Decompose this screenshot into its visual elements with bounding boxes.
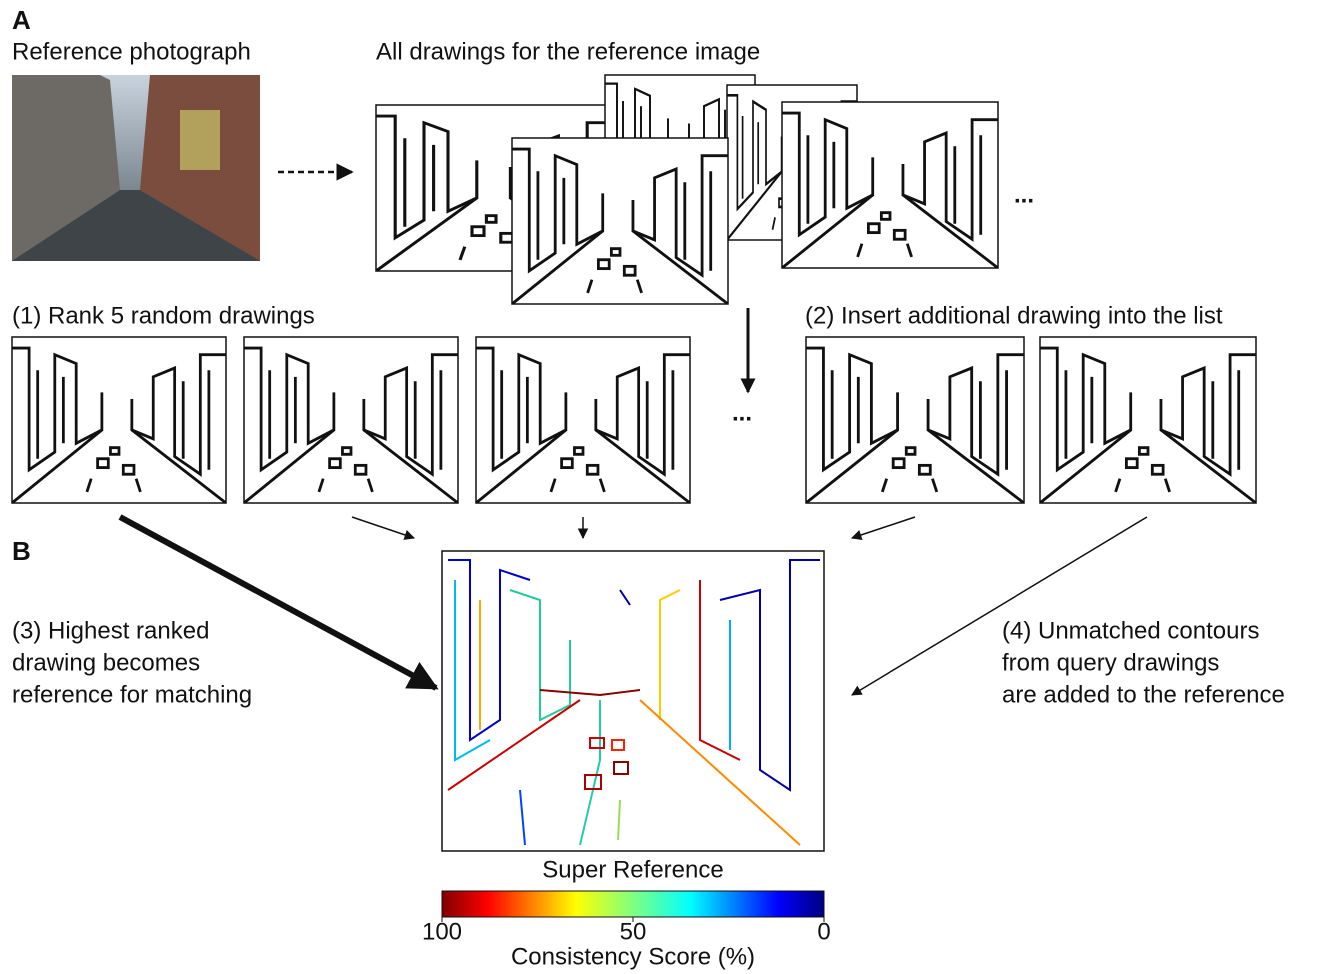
- super-reference-image: [442, 551, 824, 851]
- colorbar-tick-label: 50: [620, 918, 647, 945]
- step-label: (2) Insert additional drawing into the l…: [805, 302, 1223, 329]
- colorbar: [442, 891, 824, 917]
- colorbar-ticks: 100 50 0: [422, 917, 831, 945]
- super-reference-label: Super Reference: [542, 856, 723, 883]
- step4-line: from query drawings: [1002, 649, 1219, 676]
- panel-label: A: [12, 5, 31, 35]
- step3-line: reference for matching: [12, 681, 252, 708]
- figure: A Reference photograph All drawings for …: [0, 0, 1333, 974]
- ellipsis: ...: [732, 399, 752, 426]
- step3-text: (3) Highest ranked drawing becomes referen…: [12, 617, 252, 708]
- step4-line: are added to the reference: [1002, 681, 1285, 708]
- colorbar-label: Consistency Score (%): [511, 943, 755, 970]
- step4-text: (4) Unmatched contours from query drawing…: [1002, 617, 1285, 708]
- step3-line: (3) Highest ranked: [12, 617, 209, 644]
- ellipsis: ...: [1014, 181, 1034, 208]
- reference-title: Reference photograph: [12, 38, 251, 65]
- drawing-row: [12, 337, 1256, 503]
- colorbar-tick-label: 100: [422, 918, 462, 945]
- step3-line: drawing becomes: [12, 649, 200, 676]
- drawing-stack: [376, 75, 998, 304]
- step-label: (1) Rank 5 random drawings: [12, 302, 315, 329]
- reference-photo: [12, 75, 260, 261]
- drawings-title: All drawings for the reference image: [376, 38, 760, 65]
- colorbar-tick-label: 0: [817, 918, 830, 945]
- panel-label: B: [12, 536, 31, 566]
- step4-line: (4) Unmatched contours: [1002, 617, 1259, 644]
